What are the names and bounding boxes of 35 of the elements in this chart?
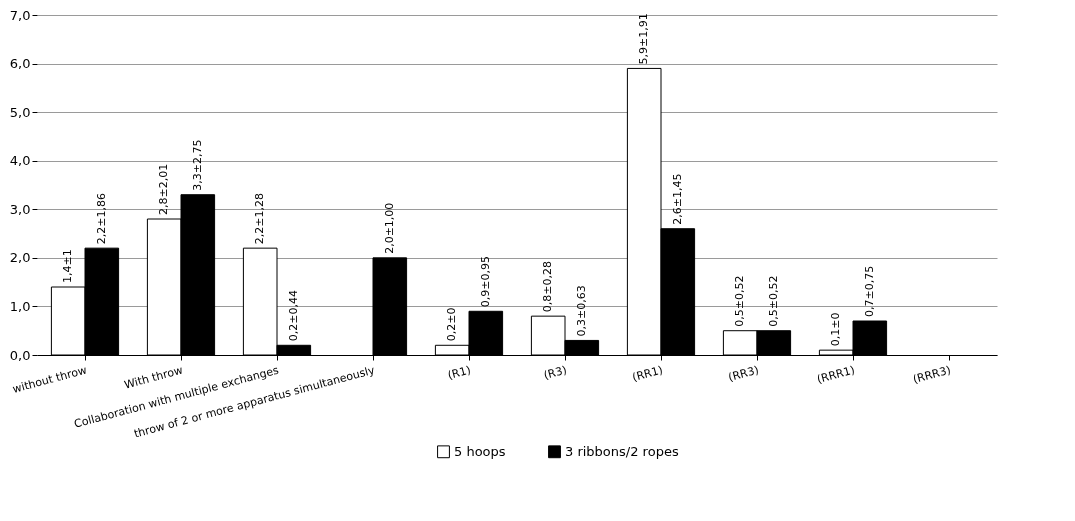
data-label: 2,2±1,28 [253,192,267,245]
y-tick-label: 0,0 [9,347,31,363]
x-tick-label: (RR1) [630,363,665,385]
x-tick-label: (R1) [446,363,473,383]
data-label: 0,8±0,28 [541,260,555,313]
x-tick-label: With throw [123,363,185,392]
data-label: 2,0±1,00 [382,202,396,254]
legend-label: 5 hoops [454,443,506,459]
y-tick-label: 6,0 [9,56,31,72]
data-label: 0,2±0 [445,307,459,342]
data-label: 0,7±0,75 [862,265,876,317]
x-tick-label: (R3) [542,363,569,383]
x-tick-label: (RR3) [726,363,761,385]
data-label: 2,2±1,86 [94,192,108,245]
data-label: 0,5±0,52 [733,275,747,327]
y-tick-label: 5,0 [9,104,31,120]
data-label: 3,3±2,75 [190,139,204,191]
data-label: 0,1±0 [829,312,843,347]
data-label: 0,9±0,95 [478,256,492,308]
x-tick-label: (RRR3) [911,363,953,387]
data-label: 2,6±1,45 [670,173,684,225]
x-tick-label: (RRR1) [815,363,857,387]
x-tick-label: without throw [11,363,89,396]
data-label: 0,5±0,52 [766,275,780,327]
data-label: 5,9±1,91 [637,13,651,65]
data-label: 0,2±0,44 [286,290,300,342]
data-label: 1,4±1 [61,249,75,283]
y-tick-label: 1,0 [9,298,31,314]
y-tick-label: 3,0 [9,201,31,217]
data-label: 2,8±2,01 [157,163,171,215]
y-tick-label: 2,0 [9,250,31,266]
data-label: 0,3±0,63 [574,285,588,337]
legend-label: 3 ribbons/2 ropes [565,443,679,459]
y-tick-label: 4,0 [9,153,31,169]
y-tick-label: 7,0 [9,7,31,23]
